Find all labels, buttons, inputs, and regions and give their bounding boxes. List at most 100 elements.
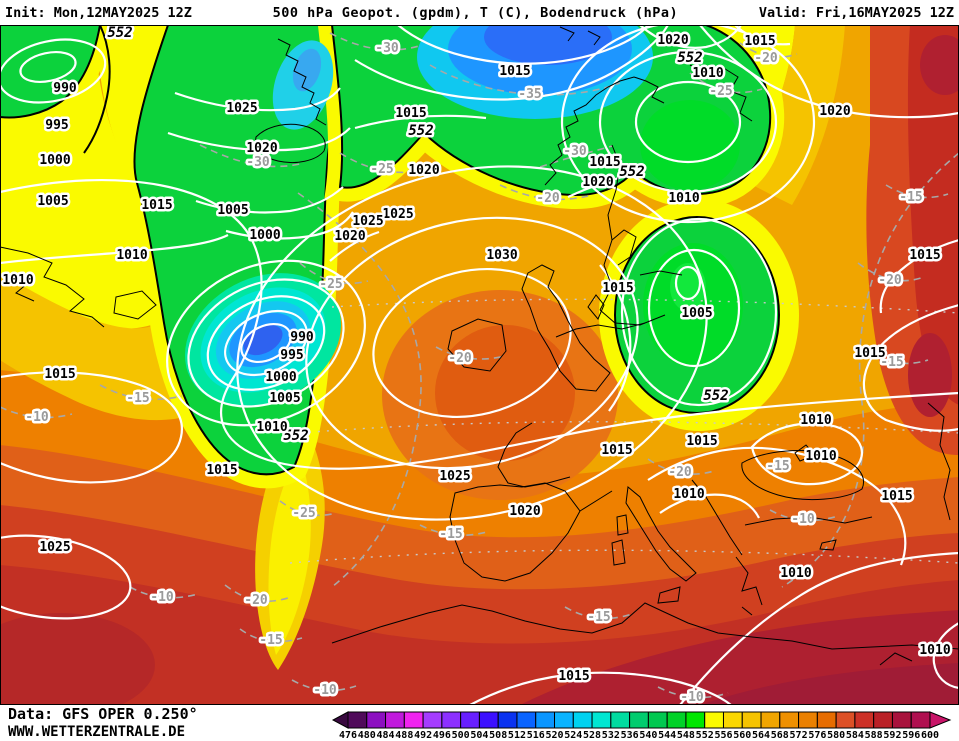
map-title: 500 hPa Geopot. (gpdm), T (C), Bodendruc… — [272, 4, 679, 21]
colorbar-tick-label: 592 — [883, 730, 901, 741]
colorbar-tick-label: 556 — [714, 730, 732, 741]
contour-label-slp: 1020 — [509, 504, 540, 519]
colorbar-segment — [403, 711, 424, 729]
colorbar-segment — [516, 711, 537, 729]
data-source: Data: GFS OPER 0.250° — [8, 705, 198, 723]
colorbar-tick-label: 544 — [658, 730, 676, 741]
contour-label-temp: -35 — [518, 87, 541, 102]
website-link[interactable]: WWW.WETTERZENTRALE.DE — [8, 724, 186, 740]
contour-label-slp: 990 — [290, 330, 314, 345]
colorbar-segment — [873, 711, 893, 729]
colorbar-segment — [591, 711, 612, 729]
colorbar-segment — [666, 711, 687, 729]
colorbar-segment — [441, 711, 462, 729]
colorbar-segment — [835, 711, 856, 729]
colorbar-segment — [478, 711, 499, 729]
colorbar-tick-label: 488 — [395, 730, 413, 741]
colorbar-segment — [798, 711, 818, 729]
contour-label-temp: -30 — [246, 155, 270, 170]
contour-label-temp: -15 — [899, 190, 922, 205]
contour-label-slp: 1025 — [382, 207, 413, 222]
colorbar-tick-label: 588 — [865, 730, 883, 741]
colorbar-tick-label: 476 — [339, 730, 357, 741]
colorbar-tick-label: 548 — [677, 730, 695, 741]
contour-label-slp: 1015 — [909, 248, 940, 263]
contour-label-slp: 1015 — [854, 346, 885, 361]
contour-label-temp: -20 — [536, 191, 560, 206]
contour-label-slp: 1015 — [44, 367, 75, 382]
contour-label-slp: 1005 — [37, 194, 68, 209]
contour-label-slp: 995 — [45, 118, 68, 133]
contour-label-geo: 552 — [677, 50, 702, 66]
contour-label-slp: 1005 — [269, 391, 300, 406]
colorbar-segment — [779, 711, 800, 729]
contour-label-temp: -25 — [319, 277, 342, 292]
contour-label-slp: 1015 — [499, 64, 530, 79]
colorbar-segment — [460, 711, 480, 729]
contour-label-geo: 552 — [619, 164, 644, 180]
contour-label-slp: 1010 — [800, 413, 831, 428]
colorbar-tick-label: 480 — [358, 730, 376, 741]
contour-label-slp: 1015 — [744, 34, 775, 49]
contour-label-slp: 1020 — [657, 33, 688, 48]
map-header: Init: Mon,12MAY2025 12Z 500 hPa Geopot. … — [0, 0, 959, 25]
colorbar-segment — [816, 711, 837, 729]
colorbar-tick-label: 564 — [752, 730, 770, 741]
contour-label-slp: 1020 — [582, 175, 613, 190]
contour-label-slp: 1015 — [206, 463, 237, 478]
colorbar-tick-label: 584 — [846, 730, 864, 741]
colorbar-segment — [647, 711, 668, 729]
contour-label-temp: -10 — [150, 590, 174, 605]
contour-label-slp: 1020 — [819, 104, 850, 119]
colorbar-tick-label: 580 — [827, 730, 845, 741]
contour-label-slp: 1000 — [249, 228, 280, 243]
colorbar-segment — [629, 711, 649, 729]
contour-label-slp: 1020 — [246, 141, 277, 156]
colorbar-segment — [704, 711, 724, 729]
contour-label-slp: 1005 — [681, 306, 712, 321]
contour-label-temp: -15 — [766, 459, 789, 474]
colorbar-tick-label: 512 — [508, 730, 526, 741]
colorbar-segment — [385, 711, 405, 729]
contour-label-slp: 1015 — [589, 155, 620, 170]
contour-label-slp: 1025 — [439, 469, 470, 484]
contour-label-slp: 1025 — [226, 101, 257, 116]
map-footer: Data: GFS OPER 0.250° WWW.WETTERZENTRALE… — [0, 705, 959, 741]
colorbar-tick-label: 516 — [527, 730, 545, 741]
contour-label-slp: 990 — [53, 81, 77, 96]
colorbar-tick-label: 536 — [621, 730, 639, 741]
contour-label-slp: 1015 — [601, 443, 632, 458]
contour-label-temp: -15 — [439, 527, 462, 542]
contour-label-slp: 1010 — [780, 566, 811, 581]
colorbar-tick-label: 492 — [414, 730, 432, 741]
colorbar-right-arrow — [929, 711, 952, 729]
colorbar-left-arrow — [331, 711, 349, 729]
colorbar-tick-label: 532 — [602, 730, 620, 741]
contour-label-temp: -20 — [878, 273, 902, 288]
colorbar-segment — [854, 711, 875, 729]
contour-label-slp: 1020 — [334, 229, 365, 244]
colorbar-segment — [741, 711, 762, 729]
contour-label-temp: -15 — [126, 391, 149, 406]
colorbar-segment — [722, 711, 743, 729]
colorbar-tick-label: 508 — [489, 730, 507, 741]
contour-label-temp: -30 — [375, 41, 399, 56]
contour-label-slp: 1010 — [2, 273, 33, 288]
colorbar-tick-label: 496 — [433, 730, 451, 741]
contour-label-temp: -20 — [244, 593, 268, 608]
contour-label-slp: 1030 — [486, 248, 517, 263]
contour-label-slp: 1015 — [881, 489, 912, 504]
contour-label-slp: 1010 — [692, 66, 723, 81]
colorbar-tick-label: 484 — [377, 730, 395, 741]
colorbar-tick-label: 600 — [921, 730, 939, 741]
contour-label-geo: 552 — [107, 25, 132, 41]
contour-label-temp: -20 — [668, 465, 692, 480]
colorbar-tick-label: 568 — [771, 730, 789, 741]
contour-label-temp: -10 — [313, 683, 337, 698]
contour-label-geo: 552 — [283, 428, 308, 444]
contour-label-temp: -10 — [680, 690, 704, 705]
contour-label-slp: 1005 — [217, 203, 248, 218]
contour-label-geo: 552 — [408, 123, 433, 139]
contour-label-slp: 1010 — [116, 248, 147, 263]
contour-label-slp: 1010 — [673, 487, 704, 502]
